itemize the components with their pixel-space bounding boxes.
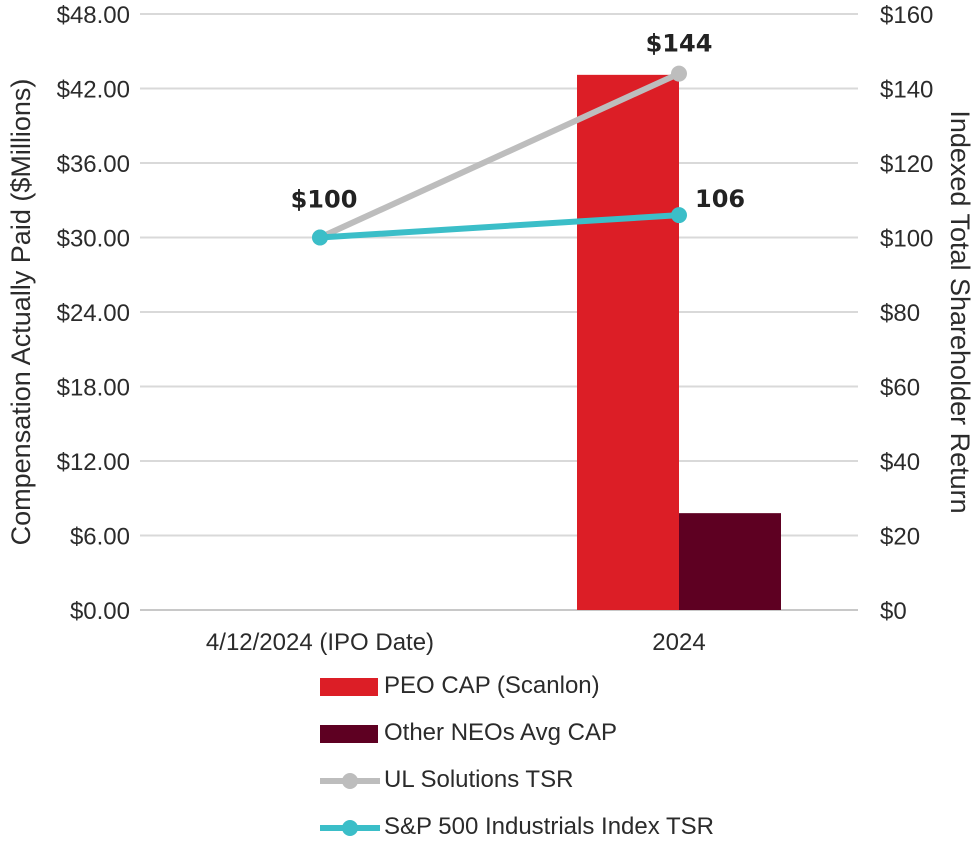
- legend-label-sp500-tsr: S&P 500 Industrials Index TSR: [384, 813, 714, 840]
- legend-swatch-other-neos: [320, 725, 378, 743]
- left-axis-title: Compensation Actually Paid ($Millions): [6, 79, 36, 546]
- legend-swatch-peo-cap: [320, 678, 378, 696]
- right-tick-label: $140: [880, 77, 933, 104]
- left-axis-ticks: $0.00 $6.00 $12.00 $18.00 $24.00 $30.00 $36.00…: [57, 2, 130, 625]
- legend-item-sp500-tsr: S&P 500 Industrials Index TSR: [318, 809, 818, 849]
- right-tick-label: $0: [880, 598, 907, 625]
- left-tick-label: $18.00: [57, 375, 130, 402]
- legend-label-peo-cap: PEO CAP (Scanlon): [384, 672, 600, 699]
- line-point: [671, 207, 687, 224]
- chart: $0.00 $6.00 $12.00 $18.00 $24.00 $30.00 $36.00…: [6, 2, 975, 656]
- gridlines: [140, 13, 858, 611]
- data-labels: $100 $144 106: [291, 30, 746, 214]
- left-tick-label: $36.00: [57, 151, 130, 178]
- legend-label-other-neos: Other NEOs Avg CAP: [384, 719, 617, 746]
- right-tick-label: $160: [880, 2, 933, 29]
- legend-item-ul-tsr: UL Solutions TSR: [318, 762, 818, 802]
- bar: [577, 74, 679, 610]
- data-label: $100: [291, 186, 358, 214]
- legend-swatch-sp500-tsr: [320, 820, 380, 836]
- right-tick-label: $40: [880, 449, 920, 476]
- data-label: 106: [695, 185, 745, 213]
- legend-item-peo-cap: PEO CAP (Scanlon): [318, 668, 818, 708]
- right-tick-label: $20: [880, 524, 920, 551]
- left-tick-label: $6.00: [70, 524, 130, 551]
- lines: [312, 65, 687, 246]
- left-tick-label: $48.00: [57, 2, 130, 29]
- line-point: [671, 65, 687, 82]
- left-tick-label: $30.00: [57, 226, 130, 253]
- bar: [679, 513, 781, 610]
- left-tick-label: $42.00: [57, 77, 130, 104]
- legend-label-ul-tsr: UL Solutions TSR: [384, 766, 574, 793]
- right-tick-label: $100: [880, 226, 933, 253]
- series-line: [317, 70, 682, 241]
- legend-item-other-neos: Other NEOs Avg CAP: [318, 715, 818, 755]
- right-axis-ticks: $0 $20 $40 $60 $80 $100 $120 $140 $160: [880, 2, 933, 625]
- right-tick-label: $120: [880, 151, 933, 178]
- legend-swatch-ul-tsr: [320, 773, 380, 789]
- bars: [577, 74, 781, 610]
- data-label: $144: [646, 30, 713, 58]
- left-tick-label: $12.00: [57, 449, 130, 476]
- right-axis-title: Indexed Total Shareholder Return: [945, 110, 975, 513]
- left-tick-label: $24.00: [57, 300, 130, 327]
- line-point: [312, 229, 328, 246]
- right-tick-label: $60: [880, 375, 920, 402]
- series-line: [317, 212, 682, 241]
- x-axis-ticks: 4/12/2024 (IPO Date) 2024: [206, 629, 706, 656]
- right-tick-label: $80: [880, 300, 920, 327]
- left-tick-label: $0.00: [70, 598, 130, 625]
- x-tick-label: 4/12/2024 (IPO Date): [206, 629, 434, 656]
- x-tick-label: 2024: [652, 629, 705, 656]
